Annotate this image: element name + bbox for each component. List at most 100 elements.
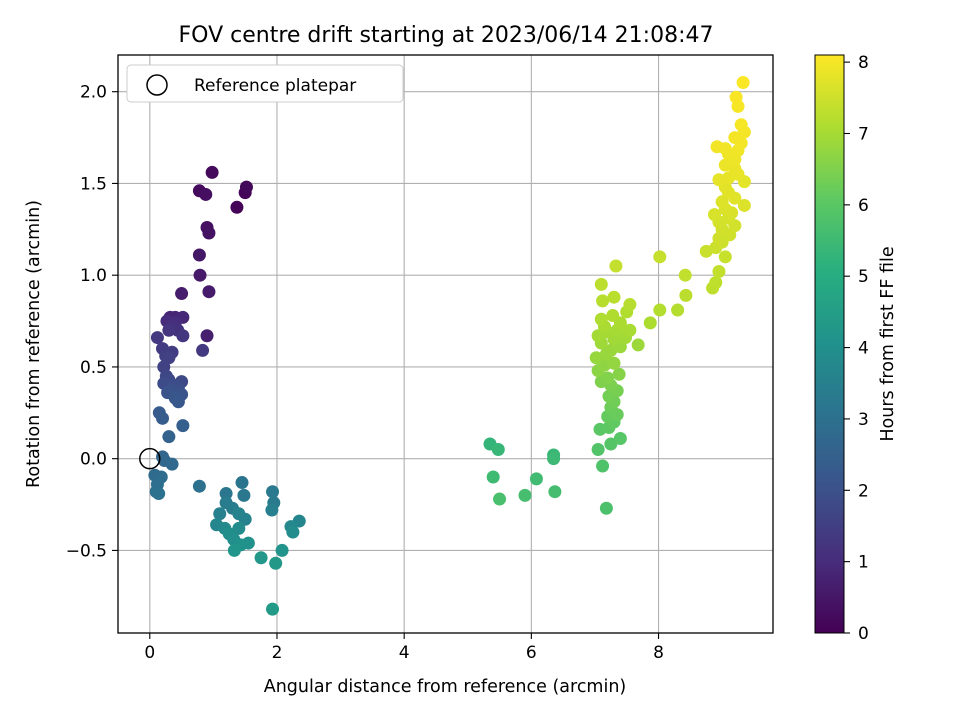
- colorbar-ticks: 0 1 2 3 4 5 6 7 8: [844, 53, 869, 644]
- grid-lines: [118, 55, 773, 633]
- x-axis-ticks: 0 2 4 6 8: [144, 633, 664, 663]
- scatter-point: [239, 180, 253, 194]
- colorbar-tick-label: 2: [858, 481, 869, 501]
- y-tick-label: 0.5: [80, 358, 107, 378]
- scatter-point: [589, 351, 603, 365]
- scatter-point: [612, 367, 626, 381]
- y-tick-label: 1.0: [80, 266, 107, 286]
- scatter-point: [729, 90, 743, 104]
- reference-marker: [139, 447, 161, 470]
- scatter-point: [205, 165, 219, 179]
- chart-title: FOV centre drift starting at 2023/06/14 …: [179, 23, 714, 48]
- colorbar-tick-label: 7: [858, 124, 869, 144]
- scatter-point: [607, 356, 621, 370]
- scatter-point: [599, 501, 613, 515]
- scatter-point: [671, 303, 685, 317]
- scatter-point: [604, 437, 618, 451]
- scatter-point: [594, 277, 608, 291]
- y-axis-label: Rotation from reference (arcmin): [24, 200, 44, 488]
- scatter-point: [606, 309, 620, 323]
- scatter-point: [265, 503, 279, 517]
- scatter-point: [548, 485, 562, 499]
- scatter-point: [709, 276, 723, 290]
- scatter-point: [547, 452, 561, 466]
- y-tick-label: 2.0: [80, 83, 107, 103]
- scatter-point: [607, 290, 621, 304]
- scatter-point: [165, 457, 179, 471]
- scatter-point: [609, 259, 623, 273]
- reference-point: [139, 447, 161, 470]
- scatter-point: [286, 525, 300, 539]
- scatter-point: [235, 476, 249, 490]
- scatter-point: [734, 118, 748, 132]
- scatter-point: [266, 602, 280, 616]
- y-axis-ticks: −0.5 0.0 0.5 1.0 1.5 2.0: [66, 83, 118, 561]
- colorbar: 0 1 2 3 4 5 6 7 8 Hours from first FF file: [814, 53, 898, 644]
- x-tick-label: 6: [526, 643, 537, 663]
- colorbar-label: Hours from first FF file: [878, 246, 898, 441]
- scatter-point: [591, 443, 605, 457]
- scatter-point: [176, 329, 190, 343]
- scatter-point: [491, 443, 505, 457]
- scatter-point: [152, 487, 166, 501]
- scatter-point: [237, 488, 251, 502]
- y-tick-label: −0.5: [66, 541, 107, 561]
- scatter-point: [192, 479, 206, 493]
- scatter-point: [623, 298, 637, 312]
- scatter-point: [596, 294, 610, 308]
- y-tick-label: 0.0: [80, 450, 107, 470]
- x-axis-label: Angular distance from reference (arcmin): [264, 677, 627, 697]
- scatter-point: [202, 285, 216, 299]
- colorbar-tick-label: 0: [858, 624, 869, 644]
- scatter-point: [162, 323, 176, 337]
- scatter-point: [176, 419, 190, 433]
- scatter-point: [518, 488, 532, 502]
- scatter-point: [613, 431, 627, 445]
- scatter-point: [232, 521, 246, 535]
- legend: Reference platepar: [126, 64, 404, 103]
- colorbar-gradient: [814, 54, 845, 634]
- scatter-point: [712, 265, 726, 279]
- scatter-point: [199, 187, 213, 201]
- scatter-point: [196, 343, 210, 357]
- scatter-point: [192, 248, 206, 262]
- scatter-point: [213, 507, 227, 521]
- x-tick-label: 4: [399, 643, 410, 663]
- scatter-point: [653, 303, 667, 317]
- scatter-point: [601, 371, 615, 385]
- scatter-point: [171, 395, 185, 409]
- colorbar-tick-label: 1: [858, 553, 869, 573]
- x-tick-label: 8: [653, 643, 664, 663]
- scatter-point: [269, 556, 283, 570]
- scatter-point: [596, 459, 610, 473]
- scatter-point: [156, 411, 170, 425]
- scatter-point: [202, 226, 216, 240]
- scatter-point: [728, 131, 742, 145]
- x-tick-label: 2: [272, 643, 283, 663]
- scatter-point: [493, 492, 507, 506]
- colorbar-tick-label: 6: [858, 196, 869, 216]
- scatter-point: [529, 472, 543, 486]
- scatter-point: [707, 208, 721, 222]
- plot-frame: [117, 54, 774, 634]
- scatter-point: [679, 288, 693, 302]
- scatter-point: [736, 76, 750, 90]
- legend-reference-label: Reference platepar: [194, 76, 356, 96]
- scatter-point: [266, 485, 280, 499]
- scatter-point: [200, 329, 214, 343]
- scatter-point: [150, 331, 164, 345]
- scatter-point: [219, 487, 233, 501]
- y-tick-label: 1.5: [80, 174, 107, 194]
- scatter-point: [718, 250, 732, 264]
- scatter-point: [238, 512, 252, 526]
- scatter-point: [275, 543, 289, 557]
- scatter-point: [486, 470, 500, 484]
- scatter-point: [710, 140, 724, 154]
- scatter-point: [718, 158, 732, 172]
- legend-box: [126, 64, 404, 103]
- legend-reference-icon: [146, 74, 168, 96]
- colorbar-tick-label: 5: [858, 267, 869, 287]
- scatter-point: [162, 430, 176, 444]
- scatter-point: [623, 323, 637, 337]
